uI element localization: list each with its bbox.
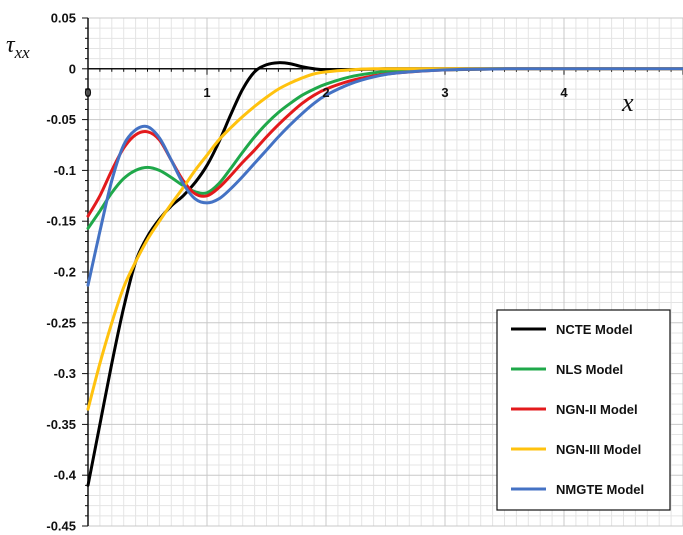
legend-label-nls-model: NLS Model — [556, 362, 623, 377]
x-tick-label: 0 — [84, 85, 91, 100]
y-tick-label: -0.1 — [54, 163, 76, 178]
series-layer — [86, 61, 683, 487]
y-tick-label: 0.05 — [51, 11, 76, 26]
y-tick-label: -0.2 — [54, 265, 76, 280]
y-tick-label: 0 — [69, 61, 76, 76]
y-axis-title: τxx — [6, 32, 30, 62]
series-line-nls-model — [86, 67, 683, 230]
x-tick-label: 1 — [203, 85, 210, 100]
y-tick-label: -0.3 — [54, 366, 76, 381]
legend-label-ngn-iii-model: NGN-III Model — [556, 442, 641, 457]
legend-items: NCTE Model NLS Model NGN-II Model NGN-III M… — [511, 322, 644, 497]
x-tick-label: 2 — [322, 85, 329, 100]
legend: NCTE Model NLS Model NGN-II Model NGN-III M… — [496, 309, 671, 511]
x-axis-title: x — [621, 88, 634, 117]
x-tick-label: 4 — [560, 85, 568, 100]
legend-label-nmgte-model: NMGTE Model — [556, 482, 644, 497]
x-tick-label: 3 — [441, 85, 448, 100]
y-tick-label: -0.45 — [46, 519, 76, 534]
y-tick-label: -0.35 — [46, 417, 76, 432]
y-tick-label: -0.05 — [46, 112, 76, 127]
legend-label-ncte-model: NCTE Model — [556, 322, 633, 337]
series-line-nmgte-model — [86, 67, 683, 287]
tick-labels: 0.05 0 -0.05 -0.1 -0.15 -0.2 -0.25 -0.3 -0.35 -0.… — [46, 11, 568, 534]
series-line-ngn-iii-model — [86, 67, 683, 411]
y-tick-label: -0.15 — [46, 214, 76, 229]
y-tick-label: -0.4 — [54, 468, 77, 483]
y-tick-label: -0.25 — [46, 315, 76, 330]
legend-label-ngn-ii-model: NGN-II Model — [556, 402, 638, 417]
